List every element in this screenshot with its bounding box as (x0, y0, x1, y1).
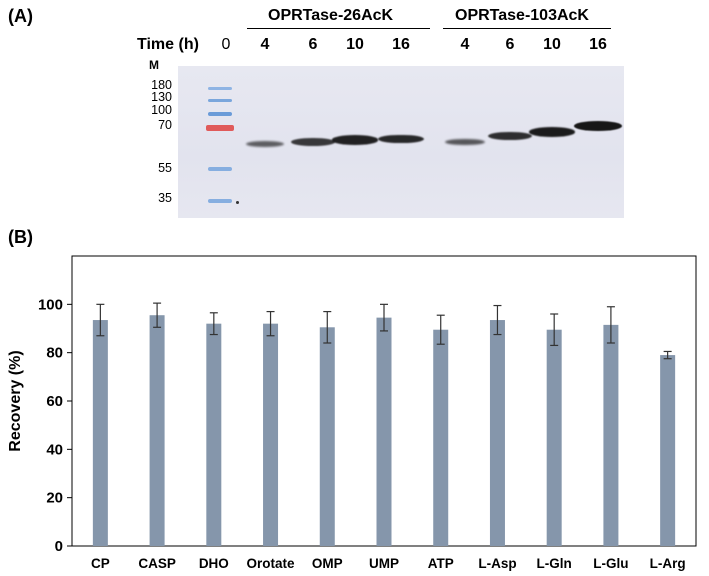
bar-l-arg (660, 355, 676, 546)
ladder-band-55 (208, 167, 232, 171)
ladder-band-100 (208, 112, 232, 116)
time-point-label: 4 (260, 36, 270, 53)
y-tick-label: 80 (46, 345, 63, 362)
protein-band (445, 138, 485, 146)
error-bar-orotate (266, 310, 275, 337)
time-point-label: 16 (589, 36, 607, 53)
bar-dho (206, 323, 222, 546)
error-bar-l-asp (493, 304, 502, 336)
bar-cp (92, 320, 108, 546)
error-bar-casp (153, 302, 162, 328)
y-tick-label: 0 (55, 538, 63, 555)
error-bar-l-gln (550, 313, 559, 347)
y-axis-label: Recovery (%) (7, 350, 24, 451)
error-bar-ump (380, 303, 388, 332)
error-bar-cp (96, 303, 105, 337)
group-rule-26ack (247, 28, 430, 29)
error-bar-l-arg (663, 350, 672, 360)
marker-size-70: 70 (158, 118, 172, 132)
error-bar-omp (323, 310, 332, 344)
x-category-label: CP (91, 556, 110, 571)
x-category-label: CASP (138, 556, 176, 571)
protein-band (332, 135, 378, 145)
x-category-label: Orotate (247, 556, 296, 571)
bar-ump (376, 317, 392, 546)
marker-size-55: 55 (158, 161, 172, 175)
time-point-label: 4 (460, 36, 470, 53)
protein-band (487, 131, 533, 141)
time-point-label: 6 (308, 36, 318, 53)
error-bar-l-glu (606, 306, 615, 344)
marker-size-100: 100 (151, 103, 172, 117)
protein-band (291, 138, 335, 146)
protein-band (528, 127, 576, 137)
bar-orotate (263, 323, 279, 546)
western-blot-image (178, 66, 624, 218)
bar-omp (319, 327, 335, 546)
ladder-band-35 (208, 199, 232, 203)
bar-l-gln (546, 329, 562, 546)
time-point-label: 10 (346, 36, 364, 53)
protein-band (378, 134, 424, 144)
bar-atp (433, 329, 449, 546)
protein-band (574, 121, 622, 131)
ladder-band-70 (206, 125, 234, 131)
marker-size-130: 130 (151, 90, 172, 104)
x-category-label: L-Glu (593, 556, 628, 571)
group-label-103ack: OPRTase-103AcK (455, 7, 589, 24)
x-categories-layer: CP CASP DHO Orotate OMP UMP ATP L-Asp L-Gln L-Glu… (91, 556, 686, 571)
x-category-label: OMP (312, 556, 343, 571)
x-category-label: UMP (369, 556, 399, 571)
time-point-label: 10 (543, 36, 561, 53)
time-point-label: 16 (392, 36, 410, 53)
marker-size-180: 180 (151, 78, 172, 92)
y-tick-label: 40 (46, 441, 63, 458)
group-label-26ack: OPRTase-26AcK (268, 7, 394, 24)
time-axis-label: Time (h) (137, 36, 199, 53)
bar-casp (149, 315, 165, 546)
ladder-band-130 (208, 99, 232, 102)
x-category-label: L-Asp (478, 556, 516, 571)
x-category-label: ATP (428, 556, 454, 571)
blot-speck (236, 201, 239, 204)
ladder-band-180 (208, 87, 232, 90)
error-bar-dho (209, 312, 218, 336)
y-tick-label: 20 (46, 490, 63, 507)
protein-band (245, 140, 285, 148)
panel-a-label: (A) (8, 6, 33, 26)
marker-lane-label: M (149, 58, 159, 72)
bars-layer (92, 302, 676, 546)
marker-size-35: 35 (158, 191, 172, 205)
time-point-label: 0 (221, 36, 231, 53)
bar-l-asp (489, 320, 505, 546)
group-rule-103ack (443, 28, 611, 29)
x-category-label: L-Arg (650, 556, 686, 571)
y-tick-label: 60 (46, 393, 63, 410)
error-bar-atp (436, 314, 445, 345)
x-category-label: DHO (199, 556, 229, 571)
time-point-label: 6 (505, 36, 515, 53)
bar-l-glu (603, 324, 619, 546)
x-category-label: L-Gln (537, 556, 572, 571)
panel-b-label: (B) (8, 227, 33, 247)
y-tick-label: 100 (38, 296, 63, 313)
y-ticks-layer: 0 20 40 60 80 100 (38, 296, 72, 555)
